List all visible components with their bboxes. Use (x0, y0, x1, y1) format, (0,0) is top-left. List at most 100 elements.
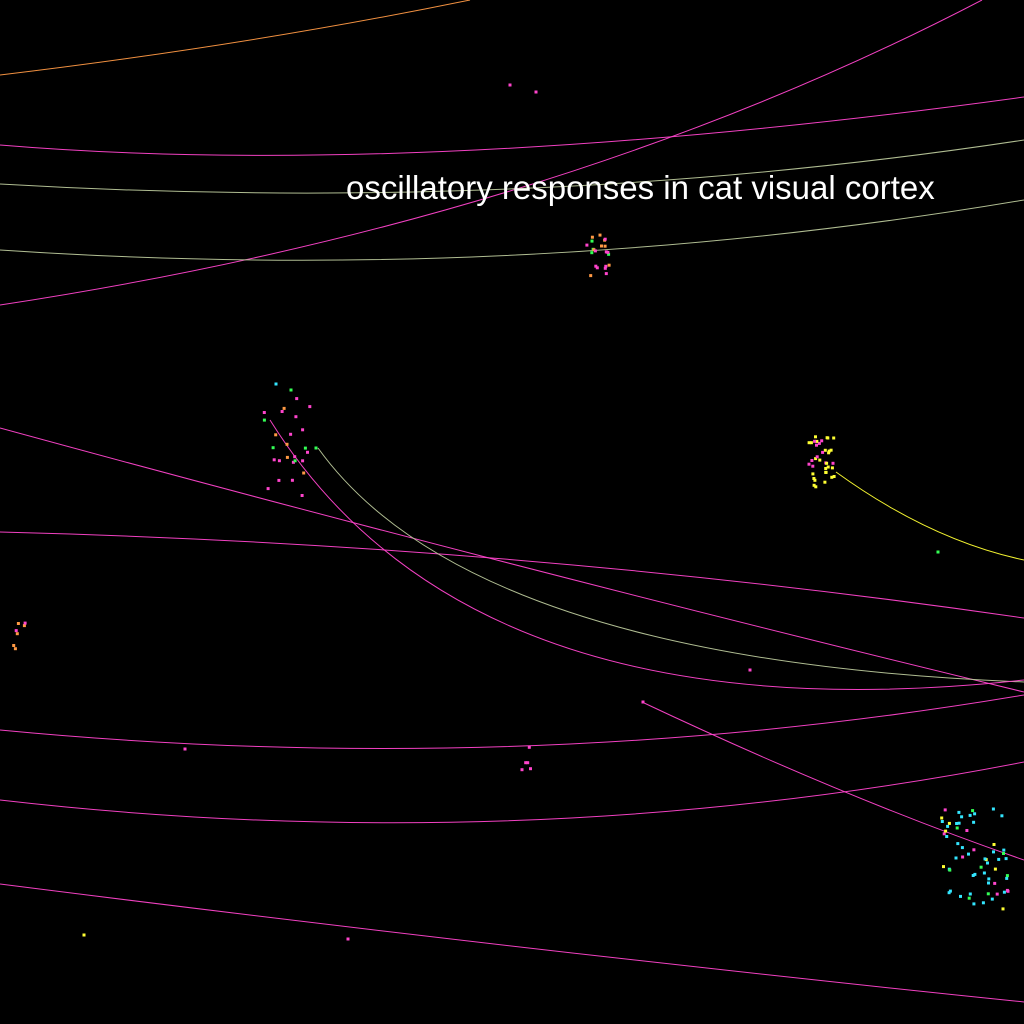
cluster-yellow-dot (824, 470, 828, 474)
cluster-left-mid-dot (294, 415, 298, 419)
cluster-yellow-dot (810, 459, 814, 462)
isolated-point (274, 382, 278, 386)
cluster-left-mid-dot (266, 487, 270, 491)
cluster-cyan-dot (990, 897, 994, 901)
cluster-cyan-dot (968, 892, 972, 896)
cluster-cyan-dot (957, 810, 961, 814)
cluster-yellow-dot (811, 464, 815, 468)
cluster-cyan-dot (960, 846, 964, 850)
cluster-bottom-mid-dot (527, 745, 531, 749)
cluster-cyan-dot (973, 872, 977, 876)
cluster-yellow-dot (813, 478, 817, 482)
cluster-yellow-dot (821, 450, 825, 454)
cluster-cyan-dot (987, 877, 991, 881)
trajectory-curve-5 (0, 199, 1024, 261)
cluster-cyan-dot (955, 822, 959, 825)
cluster-cyan-dot (971, 874, 975, 877)
trajectory-curve-14 (0, 883, 1024, 1003)
cluster-cyan-dot (979, 865, 983, 869)
cluster-cyan-dot (943, 808, 947, 812)
isolated-point (183, 747, 187, 751)
cluster-yellow-dot (814, 485, 818, 489)
cluster-left-edge-dot (15, 632, 19, 636)
cluster-cyan-dot (960, 815, 964, 819)
cluster-yellow-dot (825, 461, 829, 465)
cluster-top-dot (603, 237, 607, 241)
cluster-left-mid-dot (295, 397, 299, 401)
cluster-left-mid-dot (274, 433, 278, 437)
cluster-cyan-dot (983, 857, 987, 861)
cluster-cyan-dot (944, 829, 948, 833)
cluster-cyan-dot (965, 829, 969, 832)
isolated-point (534, 90, 538, 94)
cluster-cyan-dot (959, 894, 962, 898)
cluster-cyan-dot (971, 809, 975, 813)
cluster-yellow-dot (829, 448, 833, 452)
cluster-cyan-dot (957, 821, 961, 825)
cluster-cyan-dot (1000, 814, 1004, 818)
cluster-top-dot (603, 244, 607, 248)
trajectory-curve-6 (0, 427, 1024, 693)
cluster-cyan-dot (992, 843, 996, 846)
cluster-cyan-dot (967, 896, 971, 900)
cluster-left-mid-dot (277, 459, 281, 463)
cluster-yellow-dot (807, 441, 811, 445)
cluster-left-mid-dot (291, 460, 295, 464)
cluster-yellow-dot (827, 451, 831, 455)
cluster-left-edge-dot (22, 624, 26, 628)
cluster-cyan-dot (986, 861, 989, 865)
cluster-cyan-dot (945, 835, 949, 838)
isolated-point (936, 550, 940, 554)
cluster-yellow-dot (818, 458, 822, 462)
isolated-point (82, 933, 86, 937)
cluster-bottom-mid-dot (526, 761, 530, 765)
cluster-cyan-dot (954, 856, 958, 860)
cluster-left-edge-dot (14, 629, 18, 633)
cluster-left-mid-dot (285, 455, 289, 459)
trajectory-curve-13 (641, 701, 1024, 861)
cluster-cyan-dot (940, 820, 944, 823)
cluster-bottom-mid-dot (529, 767, 532, 771)
trajectory-curve-8 (317, 447, 1024, 683)
cluster-left-mid-dot (262, 418, 266, 422)
cluster-top-dot (604, 250, 608, 254)
cluster-left-mid-dot (280, 410, 284, 413)
cluster-left-mid-dot (301, 428, 305, 432)
cluster-left-mid-dot (293, 459, 297, 463)
trajectory-curve-3 (0, 0, 983, 306)
cluster-cyan-dot (973, 812, 977, 816)
cluster-left-mid-dot (289, 432, 293, 436)
cluster-yellow-dot (815, 443, 818, 447)
cluster-yellow-dot (832, 475, 836, 478)
cluster-yellow-dot (826, 465, 830, 469)
cluster-left-edge-dot (23, 621, 27, 625)
cluster-top-dot (603, 266, 607, 270)
trajectory-curve-11 (0, 694, 1024, 750)
cluster-cyan-dot (968, 813, 972, 817)
cluster-cyan-dot (981, 901, 985, 905)
cluster-top-dot (604, 272, 608, 276)
cluster-cyan-dot (982, 871, 986, 875)
cluster-left-mid-dot (285, 442, 289, 446)
cluster-left-mid-dot (302, 471, 306, 475)
isolated-point (289, 388, 293, 392)
cluster-top-dot (606, 250, 610, 254)
cluster-top-dot (598, 233, 602, 237)
cluster-yellow-dot (813, 439, 817, 443)
cluster-left-edge-dot (12, 644, 16, 647)
cluster-cyan-dot (987, 881, 990, 885)
cluster-cyan-dot (995, 892, 999, 896)
cluster-cyan-dot (948, 889, 952, 893)
cluster-cyan-dot (946, 824, 950, 828)
cluster-top-dot (594, 264, 598, 268)
cluster-cyan-dot (947, 821, 951, 825)
cluster-cyan-dot (1005, 874, 1009, 878)
isolated-point (508, 83, 512, 87)
cluster-cyan-dot (942, 865, 945, 869)
trajectory-curve-10 (835, 471, 1024, 561)
cluster-cyan-dot (972, 820, 976, 824)
cluster-yellow-dot (814, 457, 818, 461)
cluster-cyan-dot (992, 850, 995, 854)
cluster-cyan-dot (993, 881, 997, 885)
